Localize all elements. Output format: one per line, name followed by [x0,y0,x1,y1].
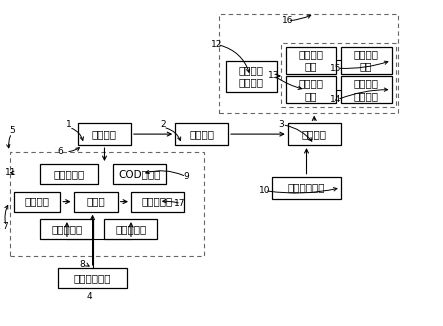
Text: 流量检测计: 流量检测计 [54,169,85,179]
FancyBboxPatch shape [113,164,166,184]
Text: 12: 12 [211,40,223,49]
FancyBboxPatch shape [58,268,127,288]
Text: 8: 8 [79,260,85,269]
Text: 运维平台: 运维平台 [302,129,327,139]
Text: COD监测仪: COD监测仪 [119,169,161,179]
Text: 2: 2 [160,120,166,129]
FancyBboxPatch shape [40,219,93,239]
Text: 10: 10 [259,186,271,195]
Text: 智能通讯设备: 智能通讯设备 [288,183,325,193]
Text: 水量处理
统计单元: 水量处理 统计单元 [354,79,379,101]
Text: 设备信息
录入单元: 设备信息 录入单元 [239,65,264,87]
Text: 9: 9 [183,172,189,181]
FancyBboxPatch shape [341,47,392,74]
FancyBboxPatch shape [226,61,277,92]
FancyBboxPatch shape [175,123,228,145]
Text: 15: 15 [330,64,341,73]
FancyBboxPatch shape [341,76,392,103]
FancyBboxPatch shape [105,219,157,239]
FancyBboxPatch shape [272,177,341,199]
Text: 药剂管理
单元: 药剂管理 单元 [299,79,323,101]
Text: 传输模块: 传输模块 [189,129,214,139]
Text: 11: 11 [5,168,16,177]
Text: 存储对比
单元: 存储对比 单元 [299,49,323,72]
Text: 17: 17 [174,199,185,208]
Text: 处理器: 处理器 [86,197,105,207]
FancyBboxPatch shape [78,123,131,145]
Text: 4: 4 [86,291,92,301]
FancyBboxPatch shape [131,192,184,212]
Text: 总磷监测仪: 总磷监测仪 [115,224,147,234]
Text: 7: 7 [2,222,8,231]
Text: 污水处理设施: 污水处理设施 [74,273,111,283]
Text: 1: 1 [66,120,72,129]
Text: 3: 3 [278,120,284,129]
Text: 氨氮监测仪: 氨氮监测仪 [51,224,82,234]
FancyBboxPatch shape [40,164,98,184]
Text: 5: 5 [9,126,15,135]
Text: 压力监测器: 压力监测器 [142,197,173,207]
Text: 水质检测
单元: 水质检测 单元 [354,49,379,72]
FancyBboxPatch shape [74,192,118,212]
FancyBboxPatch shape [14,192,60,212]
Text: 监测模块: 监测模块 [92,129,117,139]
Text: 6: 6 [58,147,63,156]
FancyBboxPatch shape [286,76,336,103]
Text: 16: 16 [282,16,294,25]
FancyBboxPatch shape [288,123,341,145]
Text: 定位设备: 定位设备 [25,197,50,207]
FancyBboxPatch shape [286,47,336,74]
Text: 13: 13 [268,71,280,80]
Text: 14: 14 [330,95,341,104]
